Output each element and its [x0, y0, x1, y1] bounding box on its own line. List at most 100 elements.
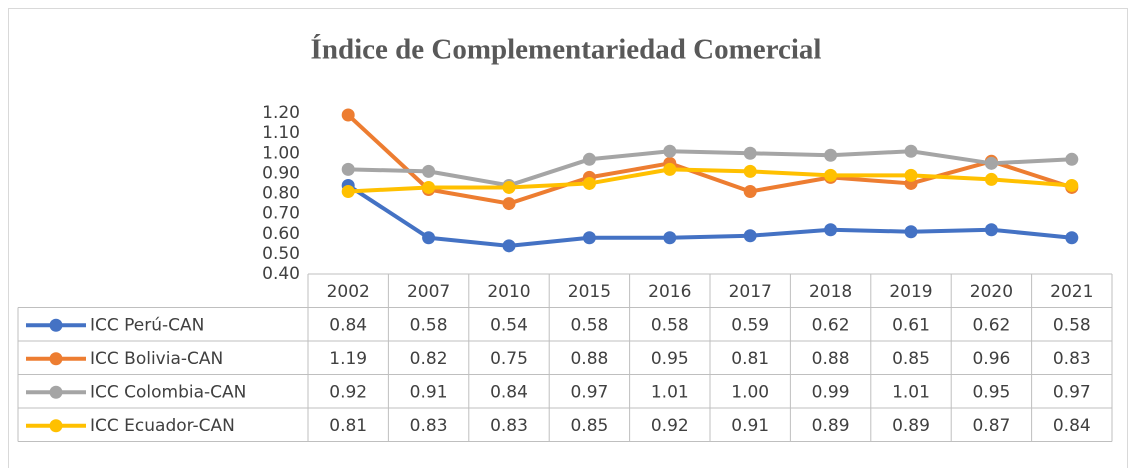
table-value: 0.85	[570, 416, 608, 436]
data-point	[422, 231, 436, 245]
y-tick-label: 0.60	[262, 224, 300, 244]
series-line	[346, 113, 1073, 206]
table-value: 0.87	[972, 416, 1010, 436]
data-point	[743, 146, 757, 160]
data-point	[824, 148, 838, 162]
table-value: 0.81	[329, 416, 367, 436]
data-point	[984, 172, 998, 186]
legend-marker	[49, 419, 63, 433]
table-value: 0.97	[1053, 382, 1091, 402]
data-point	[582, 176, 596, 190]
table-value: 0.81	[731, 349, 769, 369]
table-value: 0.89	[892, 416, 930, 436]
table-value: 0.95	[972, 382, 1010, 402]
legend-label: ICC Colombia-CAN	[90, 382, 246, 402]
data-point	[984, 156, 998, 170]
data-point	[904, 168, 918, 182]
x-tick-label: 2020	[970, 282, 1013, 302]
table-value: 0.88	[570, 349, 608, 369]
table-value: 0.95	[651, 349, 689, 369]
data-point	[582, 152, 596, 166]
table-value: 1.01	[651, 382, 689, 402]
table-value: 0.82	[410, 349, 448, 369]
table-value: 0.58	[570, 315, 608, 335]
table-value: 1.00	[731, 382, 769, 402]
table-value: 0.83	[1053, 349, 1091, 369]
x-tick-label: 2010	[487, 282, 530, 302]
x-tick-label: 2007	[407, 282, 450, 302]
series-line	[347, 183, 1072, 248]
legend-label: ICC Bolivia-CAN	[90, 349, 223, 369]
chart-title: Índice de Complementariedad Comercial	[311, 33, 822, 66]
legend-label: ICC Ecuador-CAN	[90, 416, 235, 436]
x-tick-label: 2019	[889, 282, 932, 302]
data-point	[582, 231, 596, 245]
data-point	[1065, 178, 1079, 192]
table-value: 0.61	[892, 315, 930, 335]
y-tick-label: 1.00	[262, 143, 300, 163]
table-value: 0.62	[812, 315, 850, 335]
x-tick-label: 2021	[1050, 282, 1093, 302]
y-tick-label: 1.10	[262, 123, 300, 143]
data-point	[1065, 152, 1079, 166]
table-value: 0.84	[329, 315, 367, 335]
data-point	[341, 184, 355, 198]
table-value: 0.92	[651, 416, 689, 436]
table-value: 0.62	[972, 315, 1010, 335]
data-point	[663, 231, 677, 245]
data-point	[663, 144, 677, 158]
table-value: 0.89	[812, 416, 850, 436]
data-point	[743, 184, 757, 198]
series-line	[348, 149, 1072, 188]
data-point	[743, 164, 757, 178]
table-value: 0.83	[490, 416, 528, 436]
legend-marker	[49, 352, 63, 366]
y-tick-label: 0.90	[262, 163, 300, 183]
x-tick-label: 2017	[729, 282, 772, 302]
data-point	[422, 164, 436, 178]
table-value: 0.92	[329, 382, 367, 402]
data-point	[502, 239, 516, 253]
table-value: 0.75	[490, 349, 528, 369]
data-point	[904, 225, 918, 239]
data-point	[341, 162, 355, 176]
y-tick-label: 0.40	[262, 264, 300, 284]
table-value: 0.84	[490, 382, 528, 402]
table-value: 0.58	[651, 315, 689, 335]
table-value: 0.84	[1053, 416, 1091, 436]
table-value: 0.91	[410, 382, 448, 402]
table-value: 0.54	[490, 315, 528, 335]
table-value: 0.58	[410, 315, 448, 335]
x-tick-label: 2018	[809, 282, 852, 302]
x-tick-label: 2015	[568, 282, 611, 302]
data-point	[502, 197, 516, 211]
y-tick-label: 1.20	[262, 103, 300, 123]
legend-marker	[49, 318, 63, 332]
data-point	[341, 108, 355, 122]
table-value: 1.19	[329, 349, 367, 369]
y-tick-label: 0.50	[262, 244, 300, 264]
table-value: 0.91	[731, 416, 769, 436]
legend-marker	[49, 385, 63, 399]
data-point	[743, 229, 757, 243]
data-point	[824, 223, 838, 237]
table-value: 0.88	[812, 349, 850, 369]
data-point	[824, 168, 838, 182]
y-tick-label: 0.80	[262, 184, 300, 204]
legend-label: ICC Perú-CAN	[90, 315, 204, 335]
y-tick-label: 0.70	[262, 204, 300, 224]
table-value: 0.96	[972, 349, 1010, 369]
table-value: 0.83	[410, 416, 448, 436]
x-tick-label: 2016	[648, 282, 691, 302]
table-value: 0.99	[812, 382, 850, 402]
data-point	[1065, 231, 1079, 245]
data-point	[422, 180, 436, 194]
series-line	[348, 167, 1072, 194]
x-tick-label: 2002	[327, 282, 370, 302]
table-value: 1.01	[892, 382, 930, 402]
table-value: 0.59	[731, 315, 769, 335]
data-point	[502, 180, 516, 194]
data-point	[984, 223, 998, 237]
